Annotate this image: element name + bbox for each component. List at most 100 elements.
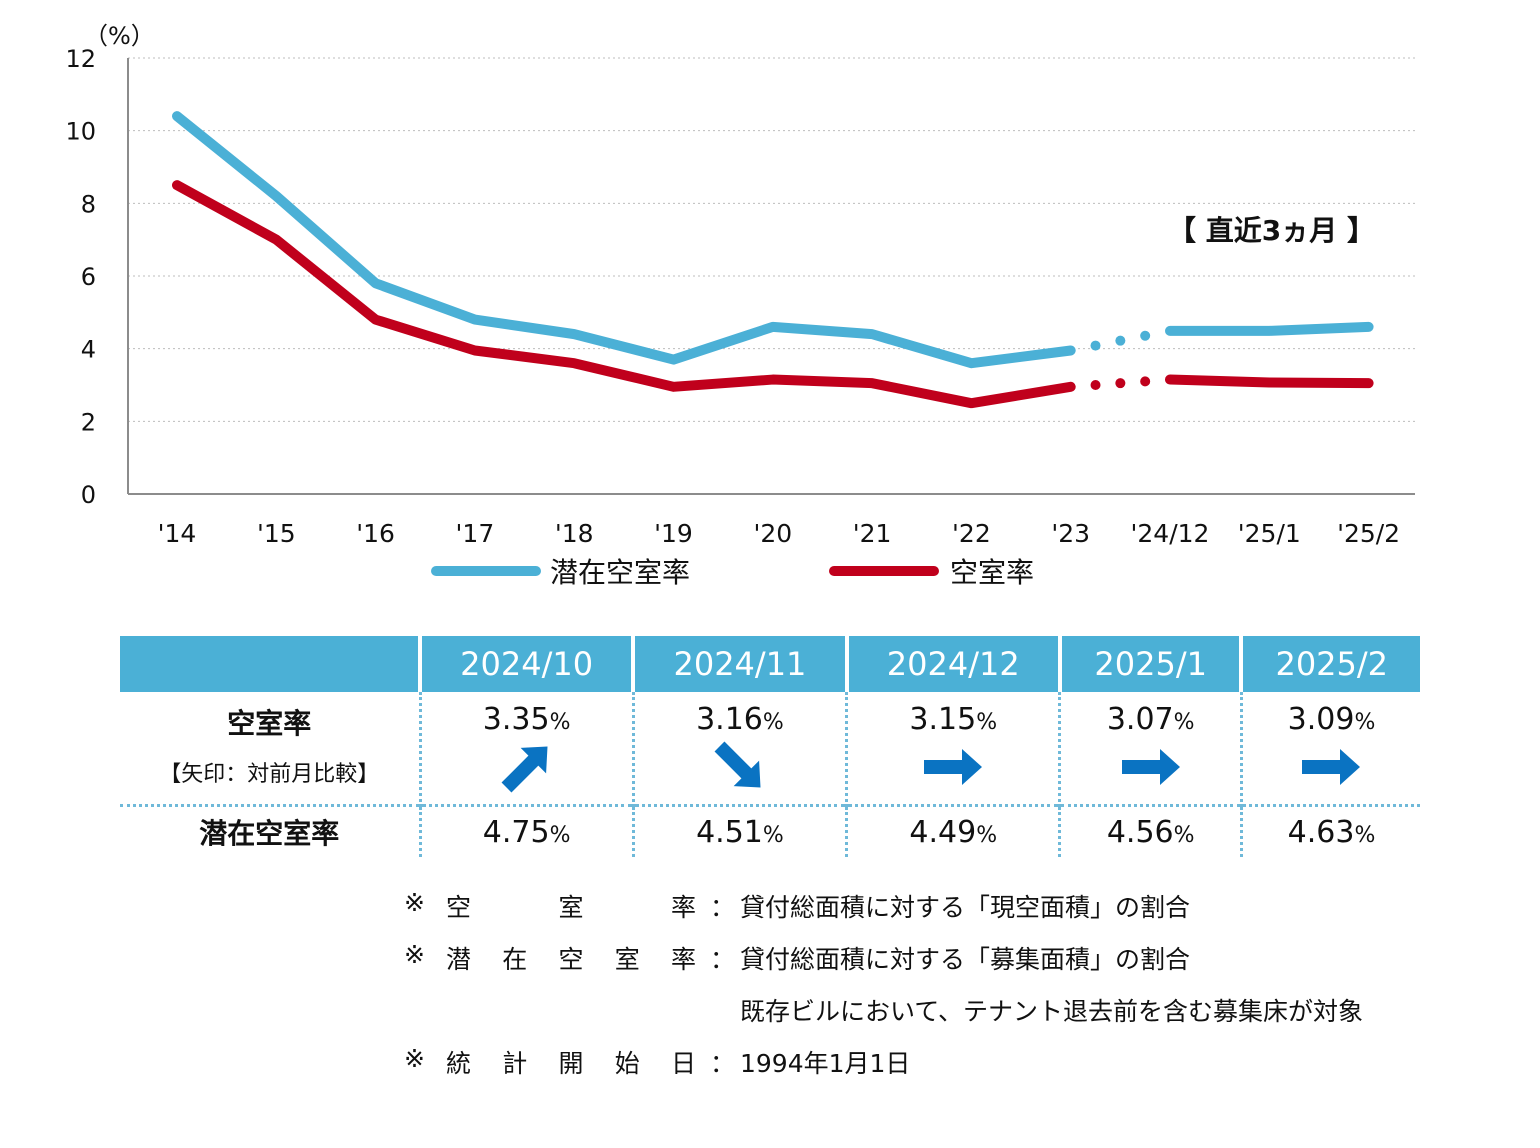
trend-arrow-icon <box>1243 741 1420 793</box>
x-tick-label: '20 <box>753 519 792 548</box>
trend-arrow-icon <box>422 741 632 793</box>
unit-label: % <box>549 710 571 735</box>
y-tick-label: 6 <box>81 263 96 291</box>
monthly-vacancy-table: 2024/10 2024/11 2024/12 2025/1 2025/2 空室… <box>120 636 1420 857</box>
row-separator <box>120 804 1420 808</box>
series-lines <box>172 111 1374 409</box>
footnote-colon: ： <box>710 893 736 922</box>
x-tick-label: '24/12 <box>1131 519 1210 548</box>
vacancy-line-chart: 0 2 4 6 8 10 12 '14 '15 '16 '17 '18 '19 '20 '21 '22 '23 '… <box>65 22 1415 589</box>
x-tick-label: '18 <box>555 519 594 548</box>
footnote-mark: ※ <box>404 1044 425 1073</box>
footnote-term-char: 率 <box>670 945 696 974</box>
x-tick-label: '16 <box>356 519 395 548</box>
arrow-shape <box>1302 749 1361 785</box>
footnote-term-char: 開 <box>558 1049 584 1078</box>
footnote-term-char: 日 <box>670 1049 696 1078</box>
unit-label: % <box>549 822 571 848</box>
unit-label: % <box>1354 822 1376 848</box>
footnote-term: 空室率 <box>446 888 696 924</box>
vacancy-row-label: 空室率 <box>227 707 312 740</box>
header-blank-cell <box>120 636 420 692</box>
series-line-recent <box>1165 374 1374 389</box>
series-line-historical <box>172 180 1076 409</box>
series-dotted-gap-point <box>1090 340 1101 351</box>
x-tick-label: '15 <box>257 519 296 548</box>
series-dotted-gap-point <box>1140 376 1151 387</box>
footnote-colon: ： <box>710 1049 736 1078</box>
arrow-shape <box>1121 749 1180 785</box>
vacancy-cell: 3.07% <box>1058 692 1242 806</box>
vacancy-value: 3.07 <box>1106 702 1174 737</box>
series-dotted-gap-point <box>1090 380 1101 390</box>
potential-cell: 4.51% <box>631 807 847 857</box>
potential-cell: 4.56% <box>1058 807 1242 857</box>
legend-label-vacancy: 空室率 <box>950 556 1034 589</box>
unit-label: % <box>762 710 784 735</box>
potential-row-label: 潜在空室率 <box>199 817 340 850</box>
y-tick-label: 10 <box>65 118 96 146</box>
series-dotted-gap-point <box>1140 330 1151 341</box>
potential-value: 4.49 <box>909 814 977 850</box>
arrow-svg <box>501 746 548 793</box>
footnote-description: 貸付総面積に対する「募集面積」の割合 <box>740 945 1191 974</box>
unit-label: % <box>976 822 998 848</box>
footnote-term-char: 統 <box>446 1049 472 1078</box>
series-line-recent <box>1165 321 1374 336</box>
potential-cell: 4.49% <box>845 807 1060 857</box>
unit-label: % <box>762 822 784 848</box>
potential-cell: 4.63% <box>1239 807 1420 857</box>
y-tick-label: 0 <box>81 481 96 509</box>
y-tick-label: 4 <box>81 336 96 364</box>
y-tick-label: 2 <box>81 408 96 436</box>
arrow-svg <box>1121 749 1180 785</box>
legend: 潜在空室率 空室率 <box>431 556 1034 589</box>
trend-arrow-icon <box>635 741 845 793</box>
x-tick-label: '19 <box>654 519 693 548</box>
trend-arrow-icon <box>848 741 1058 793</box>
footnote-term-char: 在 <box>502 945 528 974</box>
x-tick-label: '22 <box>952 519 991 548</box>
x-tick-label: '17 <box>456 519 495 548</box>
arrow-shape <box>924 749 983 785</box>
potential-value: 4.63 <box>1287 814 1355 850</box>
vacancy-value: 3.09 <box>1287 702 1355 737</box>
footnote-term-char: 潜 <box>446 945 472 974</box>
y-axis-unit-label: （%） <box>84 22 155 50</box>
header-month: 2025/1 <box>1057 636 1242 692</box>
legend-label-potential: 潜在空室率 <box>550 556 690 589</box>
unit-label: % <box>1173 710 1195 735</box>
footnote-mark: ※ <box>404 888 425 917</box>
x-tick-label: '21 <box>853 519 892 548</box>
recent-three-months-annotation: 【 直近3ヵ月 】 <box>1168 214 1375 247</box>
footnote-term-char: 空 <box>558 945 584 974</box>
series-dotted-gap-point <box>1115 335 1126 346</box>
vacancy-row: 空室率 【矢印：対前月比較】 3.35% 3.16% 3.15% 3.07% 3… <box>120 692 1420 806</box>
arrow-svg <box>1302 749 1361 785</box>
arrow-shape <box>501 746 548 793</box>
footnote-description: 既存ビルにおいて、テナント退去前を含む募集床が対象 <box>740 997 1364 1026</box>
footnote-description: 1994年1月1日 <box>740 1049 911 1078</box>
vacancy-value: 3.16 <box>696 702 763 737</box>
footnote-term: 統計開始日 <box>446 1044 696 1080</box>
footnote-term-char: 空 <box>446 893 472 922</box>
arrow-svg <box>924 749 983 785</box>
footnote-term-char: 始 <box>614 1049 640 1078</box>
footnote-term-char: 率 <box>670 893 696 922</box>
y-tick-label: 12 <box>65 45 96 73</box>
potential-row-label-cell: 潜在空室率 <box>120 807 420 857</box>
vacancy-row-label-cell: 空室率 【矢印：対前月比較】 <box>120 692 420 806</box>
tick-labels: 0 2 4 6 8 10 12 '14 '15 '16 '17 '18 '19 '20 '21 '22 '23 '… <box>65 45 1400 548</box>
axes <box>127 58 1415 495</box>
potential-value: 4.56 <box>1106 814 1174 850</box>
unit-label: % <box>1173 822 1195 848</box>
footnote-mark: ※ <box>404 940 425 969</box>
header-month: 2024/12 <box>844 636 1060 692</box>
potential-value: 4.75 <box>482 814 550 850</box>
header-month: 2024/10 <box>417 636 634 692</box>
vacancy-cell: 3.16% <box>631 692 847 806</box>
header-month: 2025/2 <box>1239 636 1420 692</box>
footnote-term: 潜在空室率 <box>446 940 696 976</box>
x-tick-label: '25/2 <box>1337 519 1400 548</box>
x-tick-label: '25/1 <box>1238 519 1301 548</box>
